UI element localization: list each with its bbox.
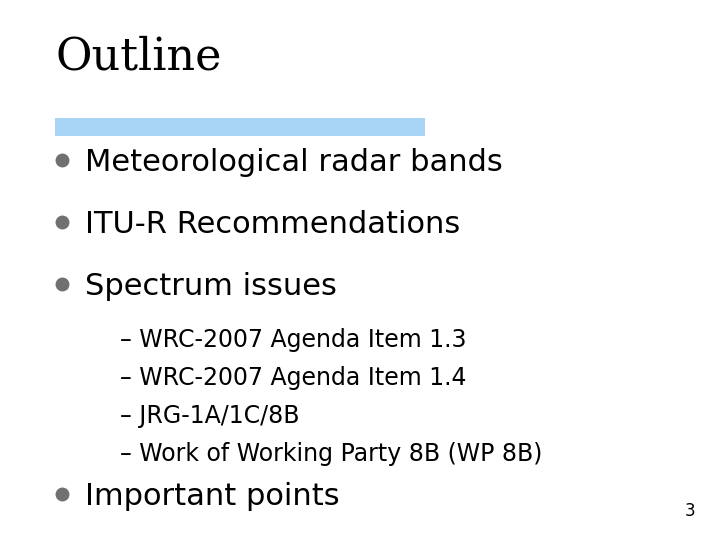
- Text: Meteorological radar bands: Meteorological radar bands: [85, 148, 503, 177]
- Text: Important points: Important points: [85, 482, 340, 511]
- Text: – Work of Working Party 8B (WP 8B): – Work of Working Party 8B (WP 8B): [120, 442, 542, 466]
- Text: – WRC-2007 Agenda Item 1.4: – WRC-2007 Agenda Item 1.4: [120, 366, 467, 390]
- Text: Outline: Outline: [55, 35, 222, 78]
- Text: Spectrum issues: Spectrum issues: [85, 272, 337, 301]
- Text: – WRC-2007 Agenda Item 1.3: – WRC-2007 Agenda Item 1.3: [120, 328, 467, 352]
- Text: 3: 3: [685, 502, 695, 520]
- Bar: [55, 118, 425, 136]
- Text: – JRG-1A/1C/8B: – JRG-1A/1C/8B: [120, 404, 300, 428]
- Text: ITU-R Recommendations: ITU-R Recommendations: [85, 210, 460, 239]
